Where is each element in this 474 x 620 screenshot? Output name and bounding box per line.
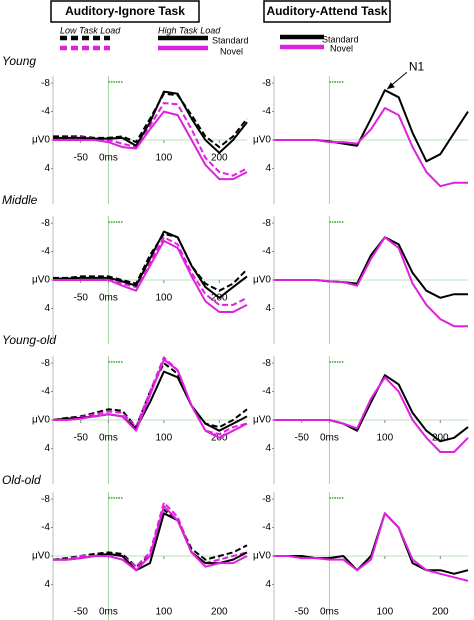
y-tick-label: 4 [44, 163, 50, 174]
row-label: Young [2, 54, 36, 68]
erp-line [274, 107, 468, 188]
y-tick-label: -8 [262, 494, 271, 505]
y-tick-label: -4 [262, 522, 271, 533]
y-tick-label: -8 [262, 78, 271, 89]
x-tick-label: -50 [294, 433, 309, 444]
erp-line [274, 376, 469, 453]
y-tick-label: -8 [41, 358, 50, 369]
erp-line [53, 230, 248, 299]
erp-line [274, 236, 468, 328]
row-label: Young-old [2, 333, 56, 347]
y-tick-label: 4 [265, 303, 271, 314]
y-tick-label: μV0 [32, 275, 50, 286]
row-label: Middle [2, 193, 38, 207]
column-title: Auditory-Attend Task [266, 4, 387, 18]
annotation: N1 [409, 59, 425, 73]
erp-line [274, 89, 469, 163]
y-tick-label: μV0 [253, 275, 271, 286]
x-tick-label: -50 [73, 607, 88, 618]
x-tick-label: -50 [73, 433, 88, 444]
x-tick-label: 100 [377, 607, 394, 618]
erp-line [274, 236, 468, 299]
header-box [263, 0, 391, 23]
annotation-arrowhead [386, 82, 395, 90]
x-tick-label: 0ms [99, 607, 118, 618]
x-tick-label: 0ms [320, 607, 339, 618]
y-tick-label: -4 [41, 522, 50, 533]
erp-line [53, 110, 248, 181]
legend-group: Low Task Load [60, 25, 121, 35]
x-tick-label: 100 [156, 293, 173, 304]
y-tick-label: -4 [262, 106, 271, 117]
y-tick-label: -8 [41, 78, 50, 89]
y-tick-label: 4 [44, 443, 50, 454]
x-tick-label: 100 [156, 433, 173, 444]
erp-line [53, 358, 248, 439]
y-tick-label: -8 [262, 218, 271, 229]
y-tick-label: -4 [41, 106, 50, 117]
x-tick-label: -50 [73, 293, 88, 304]
x-tick-label: 0ms [99, 153, 118, 164]
x-tick-label: 200 [432, 607, 449, 618]
y-tick-label: μV0 [253, 551, 271, 562]
x-tick-label: 100 [156, 153, 173, 164]
x-tick-label: -50 [294, 607, 309, 618]
erp-line [53, 239, 248, 313]
legend-label: Standard [212, 35, 249, 45]
erp-line [274, 512, 469, 575]
y-tick-label: -4 [262, 386, 271, 397]
y-tick-label: -4 [262, 246, 271, 257]
x-tick-label: 100 [156, 607, 173, 618]
header-box [50, 0, 200, 23]
erp-line [53, 505, 248, 572]
erp-line [274, 374, 469, 443]
erp-line [53, 90, 248, 154]
y-tick-label: μV0 [32, 551, 50, 562]
y-tick-label: -4 [41, 386, 50, 397]
erp-line [53, 512, 248, 572]
y-tick-label: -8 [41, 218, 50, 229]
x-tick-label: 0ms [99, 433, 118, 444]
y-tick-label: μV0 [253, 415, 271, 426]
y-tick-label: μV0 [32, 415, 50, 426]
legend-label: Novel [220, 46, 243, 56]
y-tick-label: 4 [265, 163, 271, 174]
erp-line [53, 501, 248, 568]
x-tick-label: 200 [432, 433, 449, 444]
erp-line [53, 232, 248, 292]
y-tick-label: 4 [44, 303, 50, 314]
row-label: Old-old [2, 473, 41, 487]
y-tick-label: 4 [265, 443, 271, 454]
y-tick-label: -8 [262, 358, 271, 369]
column-title: Auditory-Ignore Task [65, 4, 185, 18]
y-tick-label: 4 [265, 579, 271, 590]
y-tick-label: -4 [41, 246, 50, 257]
legend-group: High Task Load [158, 25, 221, 35]
x-tick-label: 0ms [99, 293, 118, 304]
erp-line [52, 356, 248, 436]
erp-line [52, 370, 248, 432]
x-tick-label: 200 [211, 607, 228, 618]
legend-label: Standard [322, 34, 359, 44]
legend-label: Novel [330, 43, 353, 53]
y-tick-label: -8 [41, 494, 50, 505]
x-tick-label: 200 [211, 153, 228, 164]
y-tick-label: μV0 [253, 135, 271, 146]
y-tick-label: 4 [44, 579, 50, 590]
erp-line [274, 512, 469, 582]
x-tick-label: 100 [377, 433, 394, 444]
x-tick-label: -50 [73, 153, 88, 164]
x-tick-label: 0ms [320, 433, 339, 444]
y-tick-label: μV0 [32, 135, 50, 146]
